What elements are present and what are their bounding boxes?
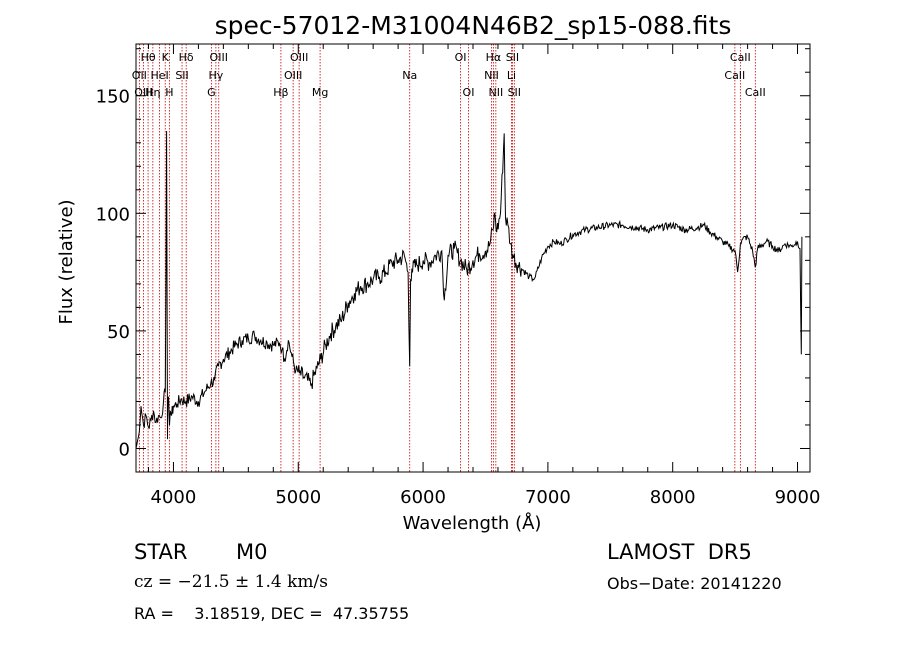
x-tick-label: 4000	[151, 487, 197, 508]
y-tick-label: 50	[107, 322, 130, 343]
spectral-line-label: Hβ	[273, 86, 288, 99]
spectral-line-label: OIII	[210, 51, 228, 64]
x-tick-label: 8000	[650, 487, 696, 508]
x-axis-ticks: 4000 5000 6000 7000 8000 9000	[147, 44, 821, 508]
y-axis-ticks: 0 50 100 150	[96, 48, 810, 473]
spectral-line-label: Hδ	[179, 51, 194, 64]
spectral-line-label: OI	[455, 51, 467, 64]
spectral-line-label: Hα	[486, 51, 502, 64]
spectral-line-markers	[138, 44, 756, 472]
chart-title: spec-57012-M31004N46B2_sp15-088.fits	[215, 11, 732, 40]
spectral-line-label: SII	[508, 86, 521, 99]
spectral-line-label: Hη	[145, 86, 160, 99]
x-axis-label: Wavelength (Å)	[403, 512, 542, 534]
spectral-line-label: Mg	[312, 86, 328, 99]
survey-name: LAMOST DR5	[607, 540, 752, 564]
spectral-line-label: CaII	[730, 51, 751, 64]
x-tick-label: 7000	[525, 487, 571, 508]
y-axis-label: Flux (relative)	[56, 199, 77, 324]
object-class: STAR	[134, 540, 188, 564]
spectral-line-label: Hθ	[141, 51, 156, 64]
spectrum-series-line	[135, 130, 803, 449]
spectral-line-label: NII	[484, 69, 499, 82]
spectral-line-label: CaII	[724, 69, 745, 82]
redshift-velocity: cz = −21.5 ± 1.4 km/s	[134, 572, 328, 592]
y-tick-label: 0	[119, 439, 130, 460]
x-tick-label: 5000	[275, 487, 321, 508]
spectral-line-label: Li	[507, 69, 516, 82]
spectral-line-label: SII	[506, 51, 519, 64]
spectral-line-label: NII	[488, 86, 503, 99]
spectral-line-label: K	[162, 51, 170, 64]
spectral-line-label: OI	[463, 86, 475, 99]
spectral-line-label: OIII	[284, 69, 302, 82]
observation-date: Obs−Date: 20141220	[607, 574, 782, 593]
x-tick-label: 6000	[400, 487, 446, 508]
spectral-line-label: OIII	[290, 51, 308, 64]
y-tick-label: 100	[96, 204, 130, 225]
spectral-line-label: Na	[402, 69, 417, 82]
spectral-line-label: CaII	[745, 86, 766, 99]
spectral-line-label: Hγ	[208, 69, 223, 82]
y-tick-label: 150	[96, 87, 130, 108]
coordinates: RA = 3.18519, DEC = 47.35755	[134, 604, 410, 623]
spectral-line-label: OII	[132, 69, 147, 82]
spectral-line-label: H	[165, 86, 173, 99]
spectral-line-label: SII	[175, 69, 188, 82]
plot-frame	[135, 43, 811, 473]
spectral-line-label: G	[207, 86, 216, 99]
object-subclass: M0	[236, 540, 268, 564]
x-tick-label: 9000	[775, 487, 821, 508]
spectral-line-label: HeI	[150, 69, 168, 82]
